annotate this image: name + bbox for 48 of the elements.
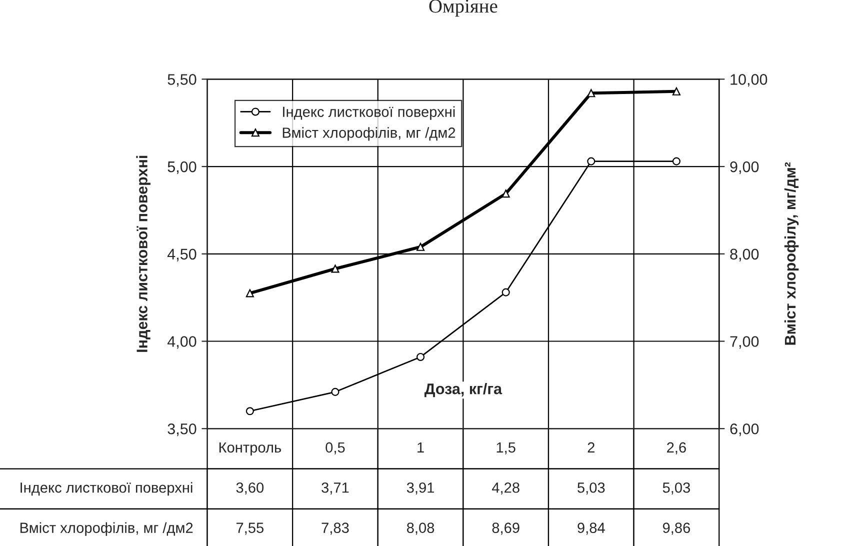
y2-tick-label: 7,00 bbox=[730, 336, 759, 349]
text: Індекс листкової поверхні bbox=[20, 482, 192, 496]
text: Вміст хлорофілів, мг /дм2 bbox=[20, 522, 193, 536]
point bbox=[331, 388, 340, 396]
point bbox=[587, 89, 596, 98]
legend-label: Індекс листкової поверхні bbox=[283, 106, 455, 120]
y2-axis-title: Вміст хлорофілу, мг/дм² bbox=[784, 162, 799, 345]
y2-tick-label: 10,00 bbox=[730, 74, 768, 87]
legend-label: Вміст хлорофілів, мг /дм2 bbox=[282, 127, 456, 141]
data-label: 5,03 bbox=[662, 482, 690, 495]
x-tick-label: 1,5 bbox=[496, 442, 516, 454]
data-label: 7,55 bbox=[236, 522, 264, 535]
point bbox=[331, 264, 340, 273]
data-label: 7,83 bbox=[322, 522, 349, 535]
y2-tick-label: 8,00 bbox=[730, 248, 759, 262]
x-tick-label: 2 bbox=[588, 442, 594, 452]
chart-title: Омріяне bbox=[429, 0, 498, 17]
y-tick-label: 5,50 bbox=[168, 74, 196, 87]
data-label: 3,60 bbox=[236, 482, 264, 495]
data-label: 4,28 bbox=[492, 482, 520, 495]
point bbox=[672, 157, 680, 166]
point bbox=[502, 288, 510, 296]
y2-tick-label: 9,00 bbox=[730, 161, 759, 174]
y-tick-label: 4,50 bbox=[167, 248, 196, 262]
y-tick-label: 5,00 bbox=[168, 161, 196, 174]
point bbox=[672, 87, 680, 96]
point bbox=[416, 242, 425, 251]
data-label: 3,91 bbox=[406, 482, 434, 495]
data-label: 5,03 bbox=[578, 482, 605, 495]
y-axis-title: Індекс листкової поверхні bbox=[136, 156, 150, 352]
x-tick-label: 1 bbox=[418, 442, 424, 452]
data-label: 8,69 bbox=[492, 522, 520, 535]
x-tick-label: 2,6 bbox=[667, 442, 686, 454]
point bbox=[502, 190, 510, 198]
data-label: 3,71 bbox=[322, 482, 349, 495]
y2-tick-label: 6,00 bbox=[730, 423, 759, 436]
y-tick-label: 3,50 bbox=[168, 423, 196, 436]
point bbox=[246, 407, 254, 416]
x-tick-label: 0,5 bbox=[326, 442, 345, 454]
point bbox=[587, 157, 596, 166]
data-label: 8,08 bbox=[406, 522, 434, 535]
point bbox=[246, 289, 254, 298]
point bbox=[416, 352, 425, 361]
data-label: 9,84 bbox=[578, 522, 605, 535]
y-tick-label: 4,00 bbox=[167, 336, 196, 349]
x-tick-label: Контроль bbox=[219, 442, 281, 456]
x-axis-title: Доза, кг/га bbox=[424, 383, 502, 398]
data-label: 9,86 bbox=[662, 522, 690, 535]
